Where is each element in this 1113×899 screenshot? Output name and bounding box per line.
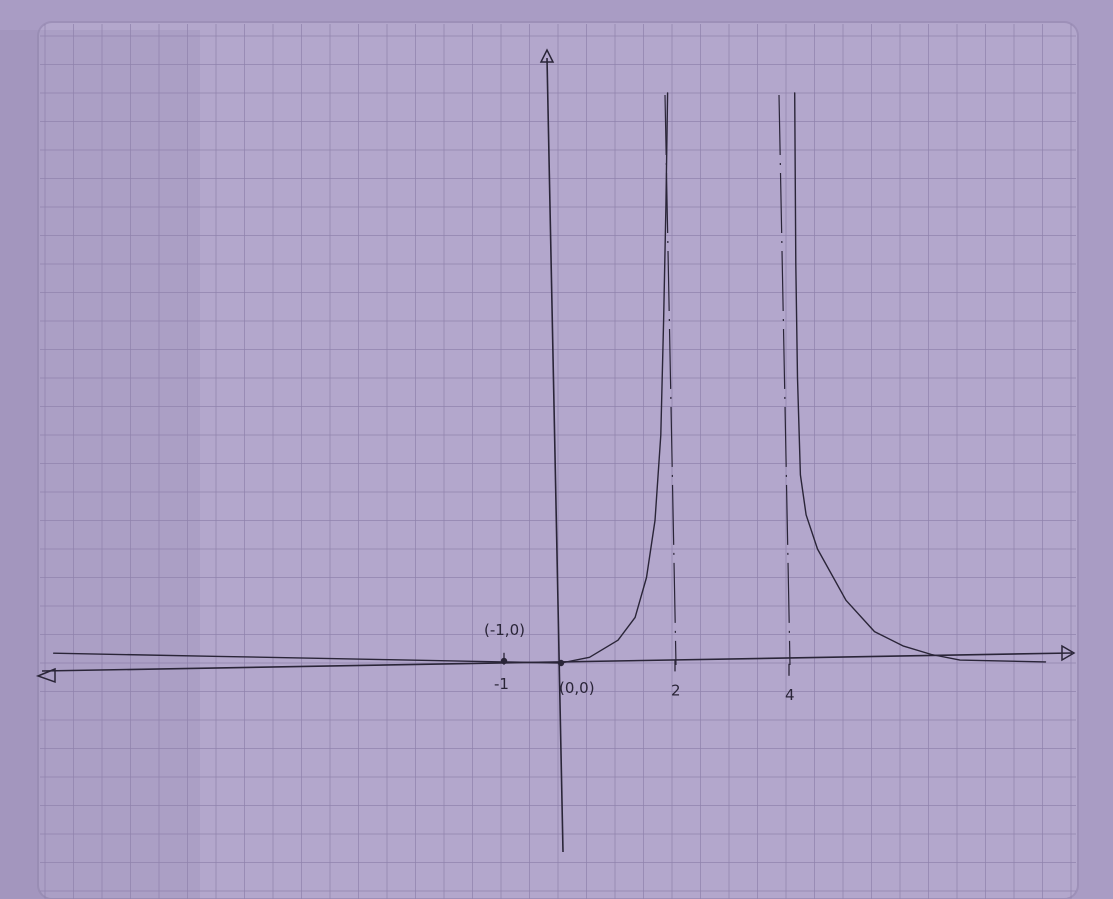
y-axis-arrow-top [539, 48, 555, 63]
point-marker [557, 659, 565, 667]
point-label: (-1,0) [484, 621, 525, 639]
y-axis [546, 57, 564, 853]
point-label: (0,0) [559, 679, 595, 697]
curve-series-2 [560, 92, 669, 664]
curve-series-1 [53, 652, 562, 664]
curve-series-3 [794, 92, 1047, 663]
labeled-points: (-1,0) (0,0) [484, 621, 595, 697]
x-tick-label: 4 [785, 686, 795, 704]
asymptote-x-4 [778, 94, 791, 666]
x-ticks: -1 2 4 [494, 652, 795, 704]
x-axis-arrow-right [1061, 644, 1076, 662]
x-tick-label: 2 [671, 681, 681, 699]
x-axis [41, 652, 1073, 672]
x-axis-arrow-left [35, 667, 56, 684]
x-tick-label: -1 [494, 675, 509, 693]
function-curves [53, 92, 1047, 664]
paper-shadow-left [0, 30, 200, 899]
point-marker [500, 657, 508, 665]
